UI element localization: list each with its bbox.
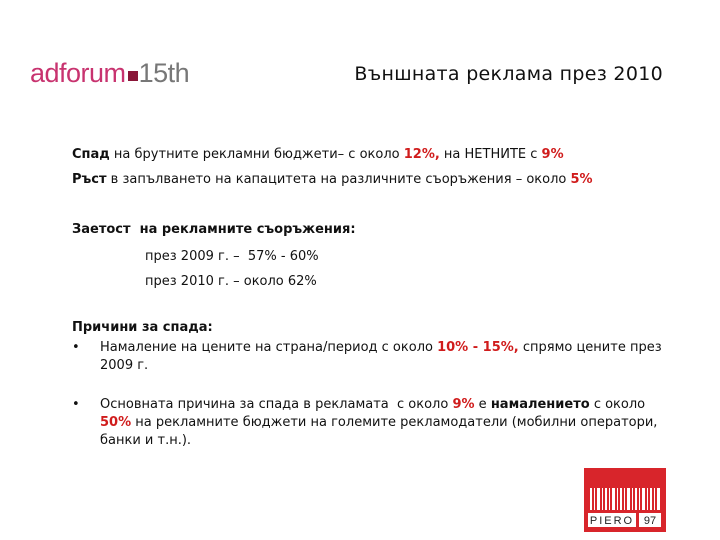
- text: с около: [589, 397, 650, 412]
- text: спрямо цените през 2009 г.: [100, 340, 662, 373]
- number-box: [639, 513, 661, 527]
- text: Основната причина за спада в рекламата с…: [100, 397, 453, 412]
- item: през 2009 г. – 57% - 60%: [145, 249, 319, 264]
- logo-square: [127, 71, 138, 81]
- bullet-dot: •: [72, 340, 80, 355]
- text: Ръст: [72, 172, 107, 187]
- piero-logo: PIERO 97: [584, 468, 666, 532]
- text: на НЕТНИТЕ с: [439, 147, 542, 162]
- logo-edition: 15th: [138, 58, 190, 88]
- text: в запълването на капацитета на различнит…: [106, 172, 571, 187]
- name-box: [588, 513, 636, 527]
- slide-title: Външната реклама през 2010: [354, 63, 663, 85]
- text: Спад: [72, 147, 110, 162]
- text: на брутните рекламни бюджети– с около: [109, 147, 404, 162]
- text: на рекламните бюджети на големите реклам…: [100, 415, 662, 448]
- heading: Причини за спада:: [72, 320, 213, 335]
- line: Спад на брутните рекламни бюджети– с око…: [72, 146, 564, 164]
- highlight: 50%: [100, 415, 132, 430]
- bullet-text: Основната причина за спада в рекламата с…: [100, 396, 670, 450]
- highlight: 9%: [541, 147, 564, 162]
- highlight: 12%,: [403, 147, 440, 162]
- logo-number: 97: [644, 515, 656, 527]
- bullet-text: Намаление на цените на страна/период с о…: [100, 339, 680, 375]
- bullet-dot: •: [72, 397, 80, 412]
- highlight: 10% - 15%,: [437, 340, 519, 355]
- highlight: 9%: [452, 397, 475, 412]
- item: през 2010 г. – около 62%: [145, 274, 317, 289]
- adforum-logo: adforum 15th: [30, 58, 190, 89]
- highlight: 5%: [570, 172, 593, 187]
- text: Намаление на цените на страна/период с о…: [100, 340, 438, 355]
- heading: Заетост на рекламните съоръжения:: [72, 222, 356, 237]
- text: е: [474, 397, 491, 412]
- logo-name: PIERO: [590, 515, 634, 527]
- barcode: [590, 488, 660, 510]
- text: намалението: [490, 397, 590, 412]
- logo-brand: adforum: [30, 58, 126, 88]
- line: Ръст в запълването на капацитета на разл…: [72, 171, 593, 189]
